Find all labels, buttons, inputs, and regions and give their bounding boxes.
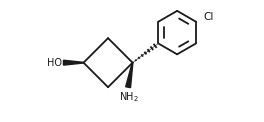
Text: HO: HO	[47, 58, 62, 68]
Text: NH$_2$: NH$_2$	[119, 90, 139, 104]
Polygon shape	[126, 63, 133, 88]
Text: Cl: Cl	[204, 12, 214, 22]
Polygon shape	[63, 60, 83, 65]
